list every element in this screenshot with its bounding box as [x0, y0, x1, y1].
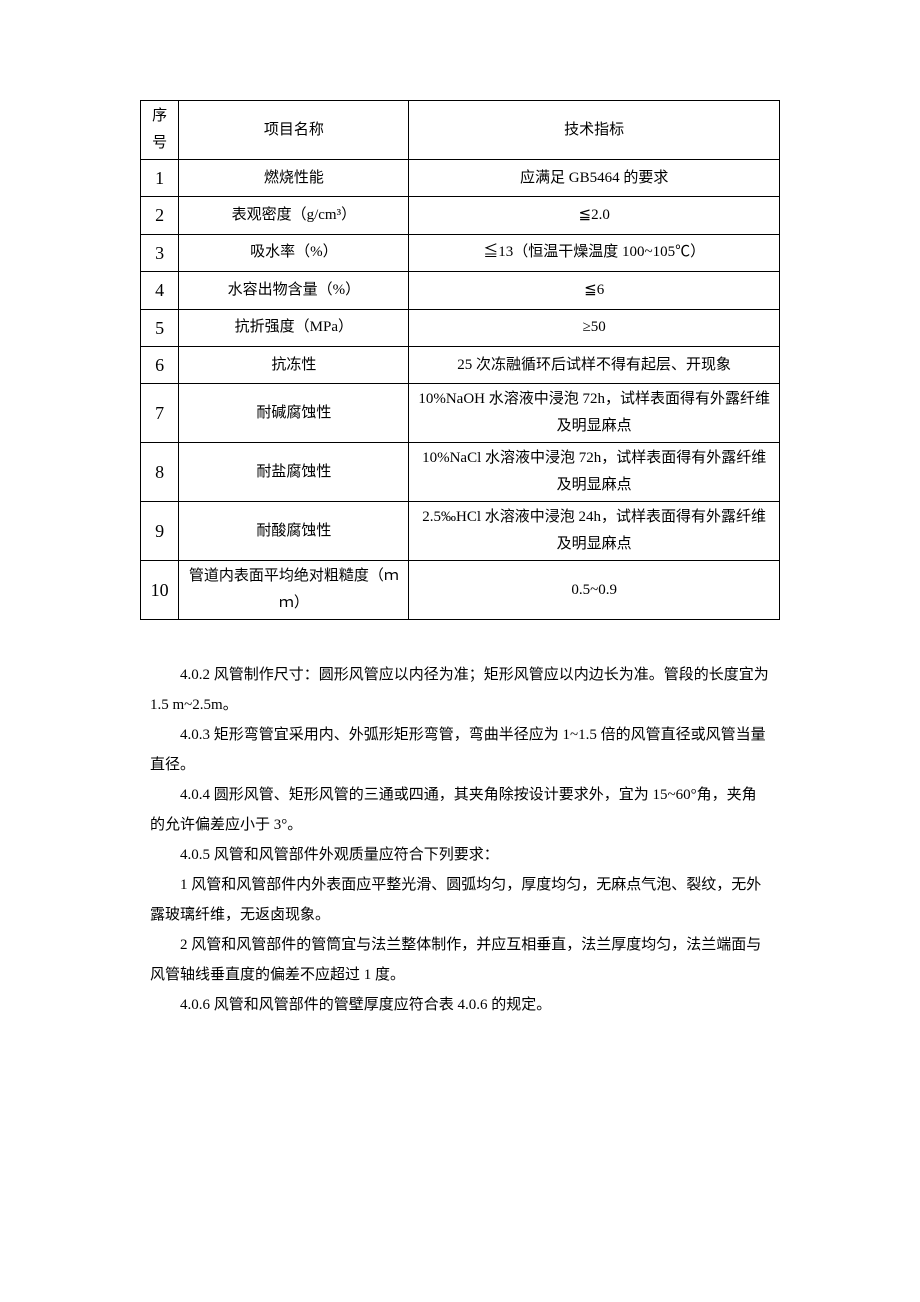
cell-spec: ≦13（恒温干燥温度 100~105℃）	[409, 234, 780, 271]
table-row: 8 耐盐腐蚀性 10%NaCl 水溶液中浸泡 72h，试样表面得有外露纤维及明显…	[141, 443, 780, 502]
cell-seq: 9	[141, 502, 179, 561]
table-row: 5 抗折强度（MPa） ≥50	[141, 309, 780, 346]
paragraph: 4.0.3 矩形弯管宜采用内、外弧形矩形弯管，弯曲半径应为 1~1.5 倍的风管…	[150, 720, 770, 780]
cell-spec: ≦2.0	[409, 197, 780, 234]
table-row: 10 管道内表面平均绝对粗糙度（ｍｍ） 0.5~0.9	[141, 561, 780, 620]
paragraph: 2 风管和风管部件的管筒宜与法兰整体制作，并应互相垂直，法兰厚度均匀，法兰端面与…	[150, 930, 770, 990]
cell-seq: 10	[141, 561, 179, 620]
table-row: 4 水容出物含量（%） ≦6	[141, 272, 780, 309]
cell-spec: 2.5‰HCl 水溶液中浸泡 24h，试样表面得有外露纤维及明显麻点	[409, 502, 780, 561]
cell-spec: 10%NaOH 水溶液中浸泡 72h，试样表面得有外露纤维及明显麻点	[409, 384, 780, 443]
cell-spec: 25 次冻融循环后试样不得有起层、开现象	[409, 346, 780, 383]
cell-spec: 10%NaCl 水溶液中浸泡 72h，试样表面得有外露纤维及明显麻点	[409, 443, 780, 502]
header-name: 项目名称	[179, 101, 409, 160]
table-row: 3 吸水率（%） ≦13（恒温干燥温度 100~105℃）	[141, 234, 780, 271]
cell-name: 抗折强度（MPa）	[179, 309, 409, 346]
cell-seq: 4	[141, 272, 179, 309]
cell-name: 燃烧性能	[179, 160, 409, 197]
cell-seq: 2	[141, 197, 179, 234]
cell-seq: 1	[141, 160, 179, 197]
cell-name: 水容出物含量（%）	[179, 272, 409, 309]
cell-name: 耐盐腐蚀性	[179, 443, 409, 502]
cell-name: 耐碱腐蚀性	[179, 384, 409, 443]
header-spec: 技术指标	[409, 101, 780, 160]
paragraph: 4.0.2 风管制作尺寸：圆形风管应以内径为准；矩形风管应以内边长为准。管段的长…	[150, 660, 770, 720]
cell-spec: ≥50	[409, 309, 780, 346]
cell-name: 表观密度（g/cm³）	[179, 197, 409, 234]
paragraph: 1 风管和风管部件内外表面应平整光滑、圆弧均匀，厚度均匀，无麻点气泡、裂纹，无外…	[150, 870, 770, 930]
cell-name: 抗冻性	[179, 346, 409, 383]
table-row: 7 耐碱腐蚀性 10%NaOH 水溶液中浸泡 72h，试样表面得有外露纤维及明显…	[141, 384, 780, 443]
paragraph: 4.0.4 圆形风管、矩形风管的三通或四通，其夹角除按设计要求外，宜为 15~6…	[150, 780, 770, 840]
table-row: 1 燃烧性能 应满足 GB5464 的要求	[141, 160, 780, 197]
cell-seq: 3	[141, 234, 179, 271]
table-row: 9 耐酸腐蚀性 2.5‰HCl 水溶液中浸泡 24h，试样表面得有外露纤维及明显…	[141, 502, 780, 561]
table-header-row: 序号 项目名称 技术指标	[141, 101, 780, 160]
cell-seq: 7	[141, 384, 179, 443]
paragraph: 4.0.6 风管和风管部件的管壁厚度应符合表 4.0.6 的规定。	[150, 990, 770, 1020]
cell-name: 管道内表面平均绝对粗糙度（ｍｍ）	[179, 561, 409, 620]
table-row: 2 表观密度（g/cm³） ≦2.0	[141, 197, 780, 234]
cell-name: 吸水率（%）	[179, 234, 409, 271]
spec-table: 序号 项目名称 技术指标 1 燃烧性能 应满足 GB5464 的要求 2 表观密…	[140, 100, 780, 620]
cell-seq: 8	[141, 443, 179, 502]
cell-seq: 6	[141, 346, 179, 383]
cell-spec: ≦6	[409, 272, 780, 309]
paragraph: 4.0.5 风管和风管部件外观质量应符合下列要求：	[150, 840, 770, 870]
header-seq: 序号	[141, 101, 179, 160]
cell-seq: 5	[141, 309, 179, 346]
cell-spec: 0.5~0.9	[409, 561, 780, 620]
cell-spec: 应满足 GB5464 的要求	[409, 160, 780, 197]
table-row: 6 抗冻性 25 次冻融循环后试样不得有起层、开现象	[141, 346, 780, 383]
body-text: 4.0.2 风管制作尺寸：圆形风管应以内径为准；矩形风管应以内边长为准。管段的长…	[140, 660, 780, 1020]
cell-name: 耐酸腐蚀性	[179, 502, 409, 561]
